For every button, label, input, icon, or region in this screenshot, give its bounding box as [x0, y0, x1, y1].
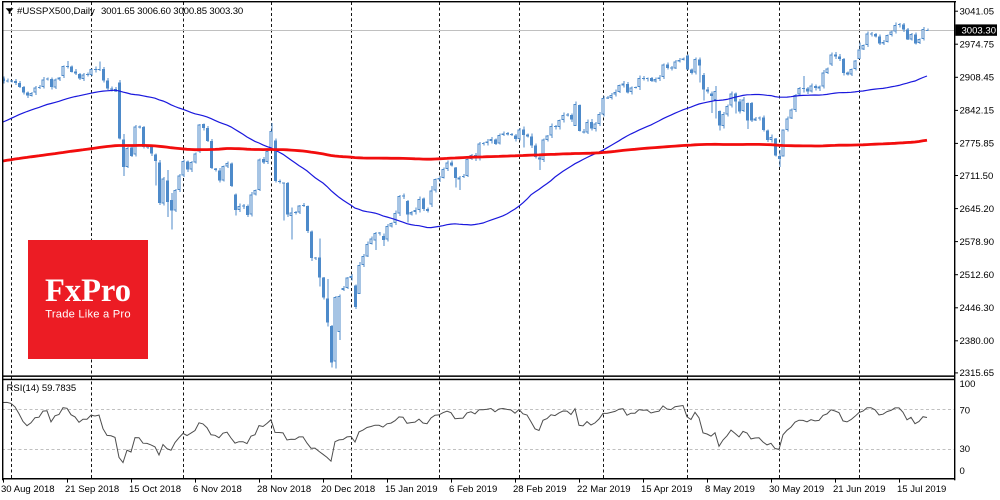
svg-text:0: 0 — [960, 466, 965, 477]
svg-text:15 Oct 2018: 15 Oct 2018 — [129, 484, 181, 495]
svg-text:2842.15: 2842.15 — [960, 106, 995, 117]
svg-text:FxPro: FxPro — [45, 273, 131, 309]
svg-text:28 Feb 2019: 28 Feb 2019 — [513, 484, 567, 495]
svg-text:2775.85: 2775.85 — [960, 139, 995, 150]
svg-text:2974.75: 2974.75 — [960, 40, 995, 51]
svg-text:28 Nov 2018: 28 Nov 2018 — [257, 484, 311, 495]
svg-text:70: 70 — [960, 405, 971, 416]
svg-text:21 Jun 2019: 21 Jun 2019 — [833, 484, 886, 495]
svg-text:Trade Like a Pro: Trade Like a Pro — [45, 309, 131, 321]
svg-text:30 May 2019: 30 May 2019 — [769, 484, 824, 495]
svg-text:100: 100 — [960, 379, 976, 390]
svg-text:2380.00: 2380.00 — [960, 336, 995, 347]
svg-text:6 Nov 2018: 6 Nov 2018 — [193, 484, 242, 495]
svg-text:#USSPX500,Daily: #USSPX500,Daily — [17, 6, 95, 17]
svg-text:6 Feb 2019: 6 Feb 2019 — [449, 484, 497, 495]
svg-text:2315.65: 2315.65 — [960, 368, 995, 379]
svg-text:3001.65 3006.60 3000.85 3003.3: 3001.65 3006.60 3000.85 3003.30 — [101, 6, 243, 17]
svg-text:22 Mar 2019: 22 Mar 2019 — [577, 484, 631, 495]
svg-text:15 Apr 2019: 15 Apr 2019 — [641, 484, 693, 495]
svg-text:2446.30: 2446.30 — [960, 303, 995, 314]
svg-text:2711.50: 2711.50 — [960, 171, 994, 182]
svg-text:30 Aug 2018: 30 Aug 2018 — [1, 484, 55, 495]
svg-text:30: 30 — [960, 444, 971, 455]
svg-text:3041.05: 3041.05 — [960, 7, 995, 18]
svg-text:15 Jan 2019: 15 Jan 2019 — [385, 484, 438, 495]
svg-text:2645.20: 2645.20 — [960, 204, 995, 215]
svg-text:21 Sep 2018: 21 Sep 2018 — [65, 484, 119, 495]
svg-text:2512.60: 2512.60 — [960, 270, 995, 281]
svg-text:2578.90: 2578.90 — [960, 237, 995, 248]
svg-text:RSI(14) 59.7835: RSI(14) 59.7835 — [7, 383, 77, 394]
svg-text:3003.30: 3003.30 — [962, 25, 997, 36]
svg-text:2908.45: 2908.45 — [960, 73, 995, 84]
svg-text:8 May 2019: 8 May 2019 — [705, 484, 755, 495]
svg-text:15 Jul 2019: 15 Jul 2019 — [897, 484, 946, 495]
svg-text:20 Dec 2018: 20 Dec 2018 — [321, 484, 375, 495]
